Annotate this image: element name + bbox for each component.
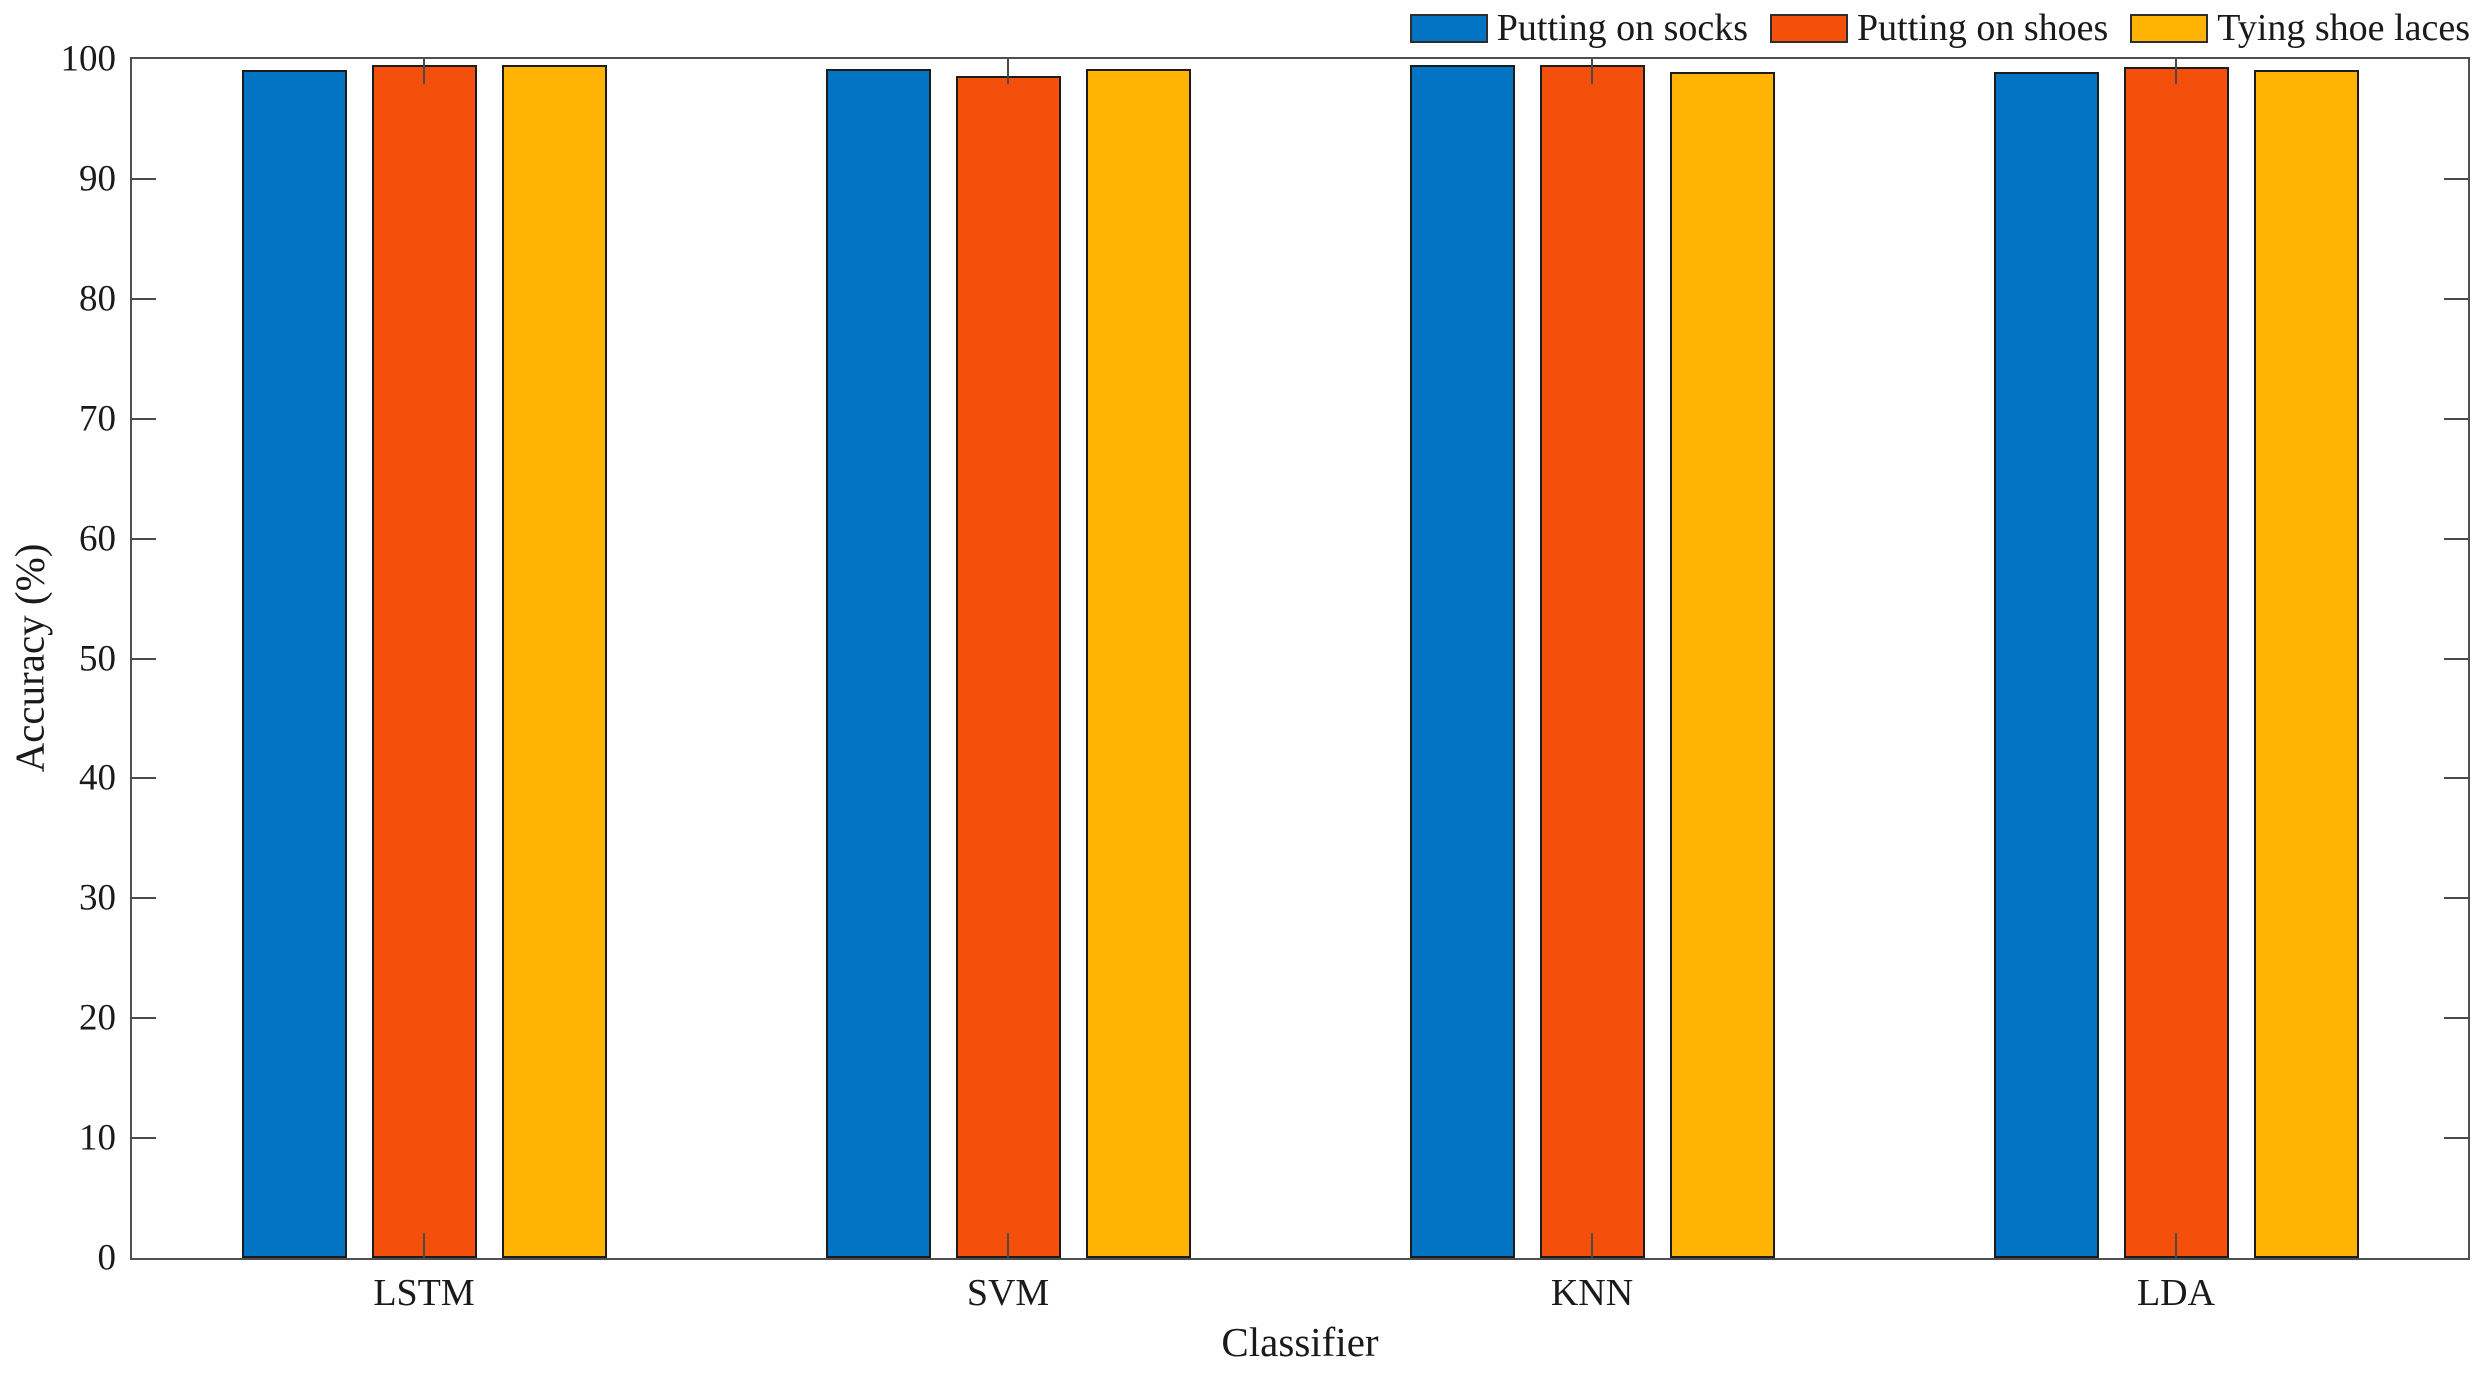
- x-tick-knn: [1591, 1233, 1593, 1258]
- y-tick-right-20: [2444, 1017, 2468, 1020]
- y-tick-label-70: 70: [79, 398, 116, 440]
- plot-area: [130, 57, 2470, 1260]
- x-tick-lstm: [423, 1233, 425, 1258]
- bar-lda-series-2: [2123, 67, 2229, 1258]
- legend-entry-3: Tying shoe laces: [2130, 9, 2470, 47]
- y-tick-label-80: 80: [79, 278, 116, 320]
- y-tick-right-70: [2444, 417, 2468, 420]
- legend-label: Putting on socks: [1496, 7, 1749, 49]
- y-tick-right-40: [2444, 777, 2468, 780]
- legend-entry-2: Putting on shoes: [1770, 9, 2108, 47]
- y-tick-right-90: [2444, 177, 2468, 180]
- y-tick-80: [132, 297, 156, 300]
- x-tick-top-lstm: [423, 59, 425, 84]
- x-tick-top-lda: [2175, 59, 2177, 84]
- bar-lstm-series-2: [371, 65, 477, 1258]
- bar-lda-series-3: [2253, 69, 2359, 1258]
- y-tick-right-60: [2444, 537, 2468, 540]
- y-tick-30: [132, 897, 156, 900]
- y-tick-label-100: 100: [60, 38, 117, 80]
- y-tick-50: [132, 657, 156, 660]
- legend-swatch-icon: [1770, 13, 1849, 43]
- x-tick-label-knn: KNN: [1550, 1272, 1634, 1314]
- x-tick-top-knn: [1591, 59, 1593, 84]
- x-tick-svm: [1007, 1233, 1009, 1258]
- bar-knn-series-2: [1539, 65, 1645, 1258]
- y-tick-right-50: [2444, 657, 2468, 660]
- y-tick-label-60: 60: [79, 518, 116, 560]
- x-tick-top-svm: [1007, 59, 1009, 84]
- bar-knn-series-3: [1669, 72, 1775, 1258]
- y-tick-label-30: 30: [79, 877, 116, 919]
- legend-swatch-icon: [1409, 13, 1488, 43]
- y-tick-label-10: 10: [79, 1117, 116, 1159]
- y-tick-40: [132, 777, 156, 780]
- y-tick-10: [132, 1137, 156, 1140]
- bar-svm-series-1: [825, 68, 931, 1258]
- x-axis-title: Classifier: [1221, 1319, 1379, 1365]
- x-tick-lda: [2175, 1233, 2177, 1258]
- legend-label: Putting on shoes: [1857, 7, 2109, 49]
- y-tick-right-30: [2444, 897, 2468, 900]
- y-tick-right-10: [2444, 1137, 2468, 1140]
- bar-lda-series-1: [1993, 72, 2099, 1258]
- legend-label: Tying shoe laces: [2217, 7, 2470, 49]
- bar-knn-series-1: [1409, 65, 1515, 1258]
- bar-svm-series-2: [955, 75, 1061, 1258]
- bar-lstm-series-3: [501, 65, 607, 1258]
- legend-entry-1: Putting on socks: [1409, 7, 1749, 49]
- x-tick-label-svm: SVM: [966, 1272, 1050, 1314]
- y-tick-label-20: 20: [79, 997, 116, 1039]
- y-tick-label-90: 90: [79, 158, 116, 200]
- x-tick-label-lda: LDA: [2136, 1272, 2216, 1314]
- y-tick-label-40: 40: [79, 757, 116, 799]
- legend: Putting on socks Putting on shoes Tying sh…: [1409, 7, 2470, 49]
- y-tick-right-80: [2444, 297, 2468, 300]
- y-tick-20: [132, 1017, 156, 1020]
- y-tick-label-0: 0: [97, 1237, 117, 1279]
- y-tick-90: [132, 177, 156, 180]
- y-tick-label-50: 50: [79, 638, 116, 679]
- legend-swatch-icon: [2130, 13, 2209, 43]
- y-tick-70: [132, 417, 156, 420]
- bar-svm-series-3: [1085, 68, 1191, 1258]
- y-tick-60: [132, 537, 156, 540]
- x-tick-label-lstm: LSTM: [373, 1272, 475, 1314]
- bar-lstm-series-1: [241, 69, 347, 1258]
